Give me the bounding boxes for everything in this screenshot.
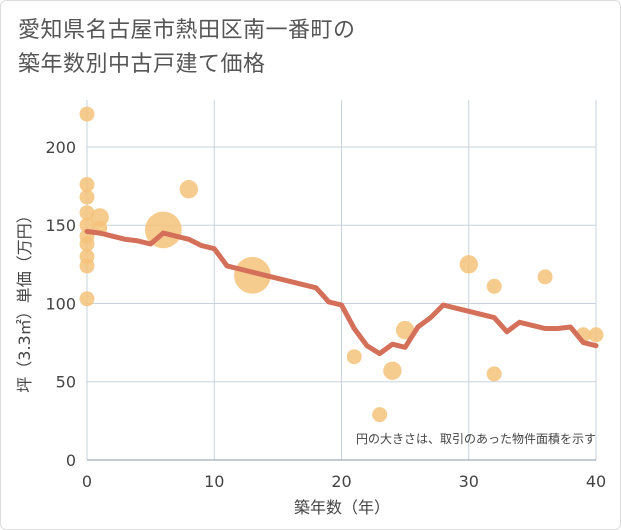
y-tick-label: 150 bbox=[45, 216, 76, 235]
data-point bbox=[79, 236, 95, 252]
y-axis-label: 坪（3.3㎡）単価（万円） bbox=[15, 207, 34, 392]
data-point bbox=[383, 361, 402, 380]
data-point bbox=[346, 349, 362, 365]
data-point bbox=[79, 258, 95, 274]
trend-line-group bbox=[84, 229, 599, 357]
data-point bbox=[537, 269, 553, 285]
y-tick-label: 0 bbox=[66, 451, 76, 470]
data-point bbox=[486, 366, 502, 382]
y-tick-label: 200 bbox=[45, 138, 76, 157]
data-point bbox=[179, 180, 198, 199]
y-tick-label: 50 bbox=[56, 373, 76, 392]
y-tick-label: 100 bbox=[45, 294, 76, 313]
x-tick-label: 20 bbox=[331, 472, 351, 491]
data-point bbox=[79, 291, 95, 307]
data-point bbox=[459, 255, 478, 274]
data-point bbox=[79, 177, 95, 193]
data-points bbox=[79, 106, 604, 423]
y-tick-labels: 0 50 100 150 200 bbox=[45, 138, 76, 470]
x-tick-label: 40 bbox=[586, 472, 606, 491]
data-point bbox=[79, 106, 95, 122]
data-point bbox=[90, 208, 109, 227]
data-point bbox=[372, 407, 388, 423]
data-point bbox=[588, 327, 604, 343]
x-tick-label: 30 bbox=[459, 472, 479, 491]
grid bbox=[86, 100, 597, 461]
x-tick-label: 10 bbox=[204, 472, 224, 491]
x-axis-label: 築年数（年） bbox=[294, 498, 390, 517]
title-line-1: 愛知県名古屋市熱田区南一番町の bbox=[18, 18, 356, 43]
bubble-size-note: 円の大きさは、取引のあった物件面積を示す bbox=[356, 431, 596, 446]
data-point bbox=[234, 256, 271, 294]
data-point bbox=[395, 320, 415, 340]
title-line-2: 築年数別中古戸建て価格 bbox=[18, 52, 266, 77]
data-point bbox=[486, 278, 502, 294]
x-tick-label: 0 bbox=[82, 472, 92, 491]
data-point bbox=[79, 217, 95, 233]
data-point bbox=[79, 189, 95, 205]
trend-line bbox=[84, 229, 599, 357]
chart-title: 愛知県名古屋市熱田区南一番町の 築年数別中古戸建て価格 bbox=[18, 14, 578, 82]
x-tick-labels: 0 10 20 30 40 bbox=[82, 472, 606, 491]
